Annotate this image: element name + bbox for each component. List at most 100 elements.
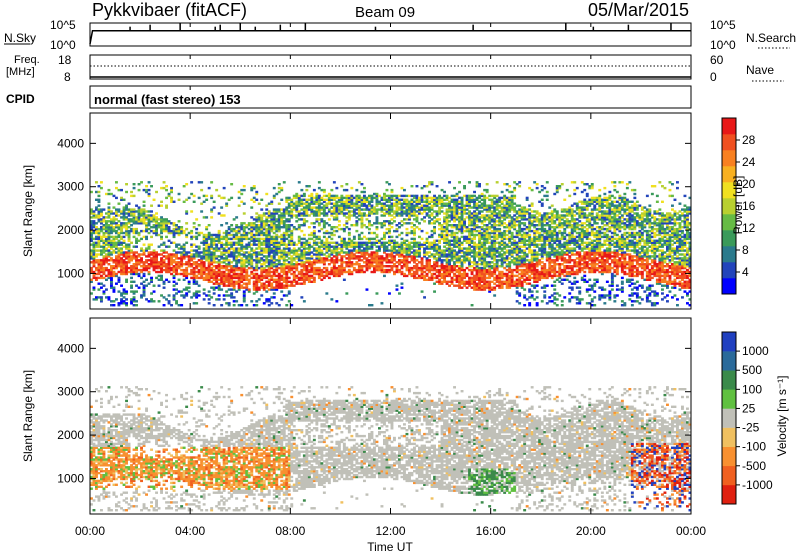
power-cell — [390, 202, 394, 205]
power-cell — [370, 224, 374, 227]
power-cell — [207, 257, 211, 260]
power-cell — [405, 249, 409, 252]
power-cell — [460, 218, 464, 221]
power-cell — [177, 251, 181, 254]
power-cell — [235, 233, 239, 237]
power-cell — [485, 210, 489, 213]
power-cell — [425, 198, 429, 201]
power-cell — [340, 243, 344, 246]
power-cell — [468, 239, 471, 242]
power-cell — [122, 261, 126, 264]
power-cell — [478, 284, 481, 287]
power-cell — [155, 226, 158, 229]
power-cell — [290, 214, 294, 217]
power-cell — [305, 188, 309, 192]
power-cell — [340, 266, 344, 270]
power-cell — [260, 274, 264, 278]
power-cell — [122, 288, 126, 291]
power-cell — [240, 265, 244, 268]
power-cell — [433, 222, 436, 225]
power-cell — [240, 249, 244, 252]
power-cell — [355, 243, 359, 246]
power-cell — [327, 243, 331, 246]
power-cell — [232, 255, 236, 258]
power-cell — [282, 266, 286, 270]
power-cell — [135, 290, 138, 293]
power-cell — [388, 210, 391, 213]
power-cell — [327, 253, 331, 256]
power-cell — [145, 188, 148, 192]
power-cell — [180, 231, 184, 235]
power-cell — [237, 239, 241, 242]
power-cell — [257, 214, 261, 217]
power-cell — [458, 266, 461, 270]
power-cell — [147, 188, 151, 192]
power-cell — [490, 239, 494, 242]
power-cell — [468, 284, 471, 287]
power-cell — [403, 218, 406, 221]
power-cell — [453, 210, 456, 213]
power-cell — [332, 206, 336, 209]
power-cell — [473, 257, 476, 260]
power-cell — [420, 204, 424, 207]
power-cell — [252, 224, 256, 227]
power-cell — [142, 268, 146, 272]
power-cell — [237, 255, 241, 258]
power-cell — [140, 222, 143, 225]
power-cell — [137, 255, 141, 258]
power-cell — [480, 220, 484, 223]
power-cell — [307, 245, 311, 248]
power-cell — [237, 286, 241, 289]
power-cell — [330, 210, 334, 213]
power-cell — [473, 220, 476, 223]
power-cell — [455, 210, 459, 213]
power-cell — [460, 247, 464, 250]
cpid-label: CPID — [6, 92, 35, 106]
power-cell — [410, 247, 414, 250]
power-cell — [90, 220, 93, 223]
power-cell — [295, 220, 299, 223]
power-cell — [380, 270, 384, 274]
power-cell — [222, 265, 226, 268]
power-cell — [485, 229, 489, 233]
power-cell — [267, 235, 271, 239]
power-cell — [117, 253, 121, 256]
power-cell — [373, 255, 376, 258]
power-cell — [195, 245, 199, 248]
power-cell — [90, 210, 93, 213]
power-cell — [322, 276, 326, 280]
power-cell — [137, 218, 141, 221]
power-cell — [225, 231, 229, 235]
power-cell — [135, 304, 138, 307]
power-cell — [347, 263, 351, 266]
power-cell — [443, 272, 446, 276]
power-cell — [100, 282, 103, 285]
power-cell — [295, 208, 299, 211]
power-cell — [400, 186, 404, 190]
power-cell — [480, 222, 484, 225]
power-cell — [270, 212, 274, 215]
power-cell — [260, 198, 264, 201]
power-cell — [105, 257, 108, 260]
power-cell — [350, 239, 354, 242]
power-cell — [503, 257, 507, 260]
power-cell — [285, 304, 289, 307]
power-cell — [405, 194, 409, 198]
power-cell — [100, 253, 103, 256]
power-cell — [495, 255, 499, 258]
power-cell — [107, 216, 111, 219]
power-cell — [498, 224, 502, 227]
power-cell — [352, 268, 356, 272]
power-cell — [102, 241, 106, 244]
power-cell — [292, 226, 296, 229]
power-cell — [125, 290, 128, 293]
power-cell — [460, 278, 464, 281]
power-cell — [488, 206, 492, 209]
power-cell — [105, 237, 108, 241]
power-cell — [420, 263, 424, 266]
power-cell — [287, 257, 291, 260]
power-cell — [275, 229, 279, 233]
power-cell — [290, 257, 294, 260]
power-cell — [390, 226, 394, 229]
power-cell — [102, 231, 106, 235]
